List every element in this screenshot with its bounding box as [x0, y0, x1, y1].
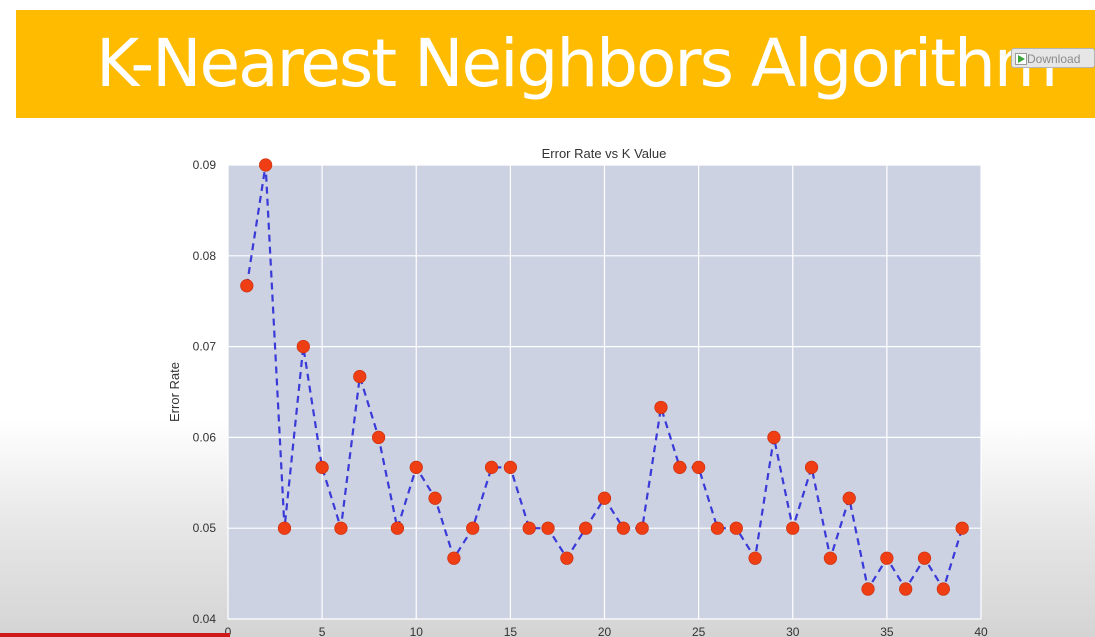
x-tick-labels: 0 5 10 15 20 25 30 35 40 [225, 625, 988, 637]
y-tick-label: 0.05 [193, 521, 217, 535]
slide-title: K-Nearest Neighbors Algorithm [96, 25, 1058, 102]
y-axis-label: Error Rate [167, 362, 182, 422]
y-tick-label: 0.04 [193, 612, 217, 626]
data-point-k2 [259, 158, 273, 172]
data-point-k9 [390, 521, 405, 535]
data-point-k10 [409, 460, 423, 474]
data-point-k15 [503, 460, 517, 474]
data-point-k34 [861, 582, 875, 596]
y-tick-label: 0.07 [193, 340, 217, 354]
x-tick-label: 30 [786, 625, 800, 637]
data-point-k18 [560, 551, 574, 565]
data-point-k29 [767, 430, 781, 445]
y-tick-label: 0.08 [193, 249, 217, 263]
data-point-k27 [729, 521, 743, 535]
data-point-k24 [673, 460, 687, 474]
data-point-k23 [654, 400, 668, 415]
data-point-k16 [522, 521, 536, 535]
data-point-k22 [635, 521, 649, 535]
data-point-k4 [296, 340, 310, 354]
data-point-k37 [917, 551, 932, 565]
data-point-k11 [428, 491, 442, 505]
data-point-k5 [315, 460, 329, 474]
data-point-k21 [616, 521, 630, 535]
x-tick-label: 5 [319, 625, 326, 637]
x-tick-label: 0 [225, 625, 232, 637]
data-point-k19 [579, 521, 593, 535]
title-banner: K-Nearest Neighbors Algorithm [16, 10, 1095, 118]
data-point-k14 [484, 460, 499, 474]
data-point-k28 [748, 551, 762, 565]
x-tick-label: 40 [974, 625, 988, 637]
download-label: Download [1027, 52, 1081, 66]
y-tick-labels: 0.04 0.05 0.06 0.07 0.08 0.09 [193, 158, 217, 626]
x-tick-label: 25 [692, 625, 706, 637]
data-point-k39 [955, 521, 969, 535]
data-point-k17 [541, 521, 555, 535]
data-point-k20 [597, 491, 612, 505]
data-point-k38 [936, 582, 950, 596]
y-tick-label: 0.06 [193, 430, 217, 444]
data-point-k3 [277, 521, 292, 535]
play-icon [1015, 53, 1027, 65]
data-point-k30 [786, 521, 800, 535]
y-tick-label: 0.09 [193, 158, 217, 172]
x-tick-label: 20 [598, 625, 612, 637]
chart-title: Error Rate vs K Value [542, 146, 667, 161]
data-point-k35 [880, 551, 894, 565]
data-point-k1 [240, 279, 254, 293]
data-point-k8 [372, 430, 386, 445]
data-point-k33 [842, 491, 856, 505]
data-point-k31 [804, 460, 819, 474]
data-point-k32 [823, 551, 838, 565]
x-tick-label: 35 [880, 625, 894, 637]
data-markers [240, 158, 969, 596]
data-point-k6 [334, 521, 348, 535]
data-point-k36 [899, 582, 913, 596]
download-button[interactable]: Download [1011, 48, 1095, 68]
data-point-k7 [353, 369, 367, 384]
x-tick-label: 10 [410, 625, 424, 637]
data-point-k26 [710, 521, 725, 535]
data-point-k13 [466, 521, 480, 535]
data-point-k12 [447, 551, 461, 565]
x-tick-label: 15 [504, 625, 518, 637]
video-progress-bar[interactable] [0, 633, 230, 637]
data-point-k25 [692, 460, 706, 474]
grid-lines [227, 164, 982, 620]
